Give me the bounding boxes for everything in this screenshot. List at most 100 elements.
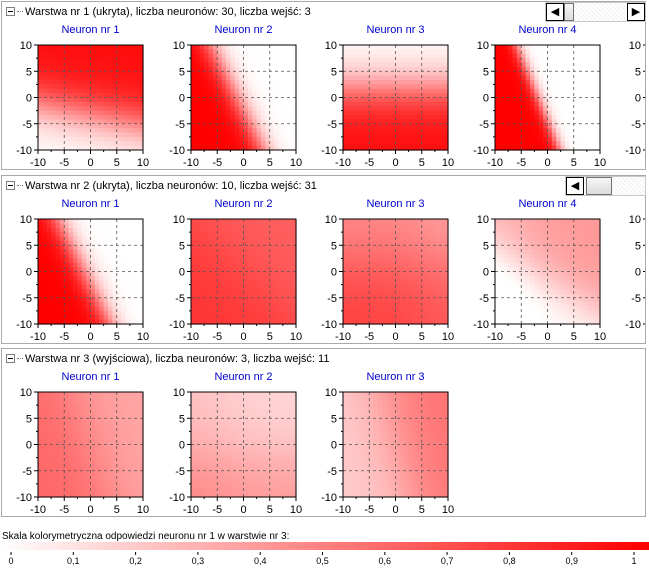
heatmap-cell <box>391 249 397 255</box>
heatmap-cell <box>534 58 540 64</box>
heatmap-cell <box>234 223 240 229</box>
heatmap-cell <box>565 280 570 286</box>
heatmap-cell <box>356 280 362 286</box>
heatmap-cell <box>512 93 518 99</box>
heatmap-cell <box>356 232 362 238</box>
heatmap-cell <box>578 101 584 107</box>
heatmap-cell <box>239 223 245 229</box>
heatmap-cell <box>81 297 87 303</box>
heatmap-cell <box>426 315 432 321</box>
collapse-icon[interactable] <box>6 180 15 190</box>
heatmap-cell <box>191 84 196 90</box>
heatmap-cell <box>68 254 74 259</box>
heatmap-cell <box>265 145 271 151</box>
heatmap-cell <box>116 97 122 103</box>
heatmap-cell <box>73 249 78 255</box>
heatmap-cell <box>291 275 297 281</box>
heatmap-cell <box>538 310 544 316</box>
heatmap-cell <box>208 258 214 264</box>
heatmap-cell <box>129 227 135 233</box>
scroll-right-icon[interactable]: ▶ <box>627 3 645 21</box>
scroll-thumb[interactable] <box>586 177 612 195</box>
heatmap-cell <box>495 297 500 303</box>
heatmap-cell <box>569 284 575 290</box>
heatmap-cell <box>556 101 562 107</box>
layer-1-scrollbar[interactable]: ◀ ▶ <box>545 2 646 22</box>
heatmap-cell <box>525 310 531 316</box>
heatmap-cell <box>347 280 353 286</box>
heatmap-cell <box>408 123 414 129</box>
heatmap-cell <box>125 297 131 303</box>
heatmap-cell <box>404 123 410 129</box>
heatmap-cell <box>116 141 122 147</box>
heatmap-cell <box>413 110 418 116</box>
heatmap-cell <box>230 45 236 50</box>
heatmap-cell <box>399 293 405 299</box>
heatmap-cell <box>269 45 275 50</box>
heatmap-cell <box>94 128 100 134</box>
heatmap-cell <box>343 115 348 120</box>
scroll-thumb[interactable] <box>564 3 574 21</box>
heatmap-cell <box>125 258 131 264</box>
heatmap-cell <box>356 110 362 116</box>
heatmap-cell <box>426 240 432 246</box>
heatmap-cell <box>521 115 527 120</box>
heatmap-cell <box>278 289 284 294</box>
heatmap-cell <box>417 315 423 321</box>
heatmap-cell <box>382 88 388 94</box>
heatmap-cell <box>582 227 588 233</box>
x-tick-label: -10 <box>183 157 199 169</box>
heatmap-cell <box>391 227 397 233</box>
heatmap-cell <box>90 110 96 116</box>
heatmap-cell <box>569 110 575 116</box>
heatmap-cell <box>38 145 43 151</box>
layer-2-scrollbar[interactable]: ◀ <box>565 176 646 196</box>
heatmap-cell <box>55 128 61 134</box>
heatmap-cell <box>408 284 414 290</box>
heatmap-cell <box>595 275 601 281</box>
scroll-left-icon[interactable]: ◀ <box>546 3 564 21</box>
heatmap-cell <box>121 275 127 281</box>
heatmap-cell <box>543 249 549 255</box>
collapse-icon[interactable] <box>6 6 15 16</box>
heatmap-cell <box>55 141 61 147</box>
neuron-title: Neuron nr 2 <box>214 24 272 36</box>
heatmap-cell <box>404 306 410 312</box>
heatmap-cell <box>129 115 135 120</box>
heatmap-cell <box>191 110 196 116</box>
heatmap-cell <box>278 245 284 251</box>
heatmap-cell <box>94 88 100 94</box>
heatmap-cell <box>417 145 423 151</box>
heatmap-cell <box>582 271 588 277</box>
heatmap-cell <box>586 132 592 138</box>
heatmap-cell <box>256 297 262 303</box>
collapse-icon[interactable] <box>6 353 15 363</box>
heatmap-cell <box>226 136 231 142</box>
heatmap-cell <box>404 110 410 116</box>
heatmap-cell <box>59 232 65 238</box>
heatmap-cell <box>234 80 240 85</box>
heatmap-cell <box>134 258 140 264</box>
heatmap-cell <box>569 58 575 64</box>
heatmap-cell <box>77 249 83 255</box>
heatmap-cell <box>116 123 122 129</box>
heatmap-cell <box>343 267 348 273</box>
scroll-left-icon[interactable]: ◀ <box>566 177 584 195</box>
heatmap-cell <box>512 62 518 68</box>
heatmap-cell <box>356 97 362 103</box>
heatmap-cell <box>556 45 562 50</box>
heatmap-cell <box>439 66 445 72</box>
heatmap-cell <box>94 145 100 151</box>
heatmap-cell <box>42 297 48 303</box>
heatmap-cell <box>42 232 48 238</box>
heatmap-cell <box>499 101 505 107</box>
heatmap-cell <box>81 110 87 116</box>
heatmap-cell <box>99 136 105 142</box>
heatmap-cell <box>51 49 57 55</box>
heatmap-cell <box>369 66 375 72</box>
heatmap-cell <box>252 258 258 264</box>
heatmap-cell <box>578 71 584 77</box>
heatmap-cell <box>77 289 83 294</box>
heatmap-cell <box>68 289 74 294</box>
